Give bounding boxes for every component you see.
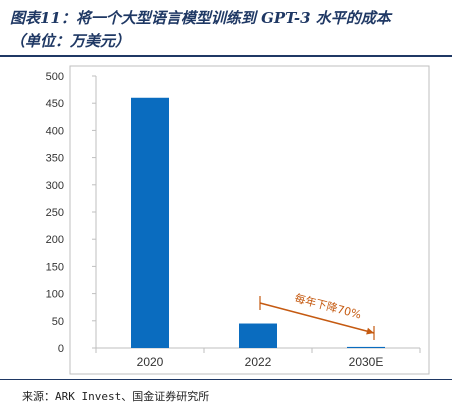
y-tick-label: 500 [46,71,64,83]
chart-subtitle: （单位：万美元） [10,32,131,50]
arrow-line [259,302,375,334]
y-tick-label: 150 [46,261,64,273]
source-note: 来源：ARK Invest、国金证券研究所 [22,390,210,403]
chart-title: 图表11：将一个大型语言模型训练到 GPT-3 水平的成本 [10,9,391,27]
y-axis: 0 50 100 150 200 250 300 350 400 450 500 [46,71,97,355]
trend-annotation: 每年下降70% [259,291,375,340]
y-tick-label: 100 [46,289,64,301]
x-tick-label: 2020 [137,355,164,369]
y-tick-label: 250 [46,207,64,219]
y-tick-label: 350 [46,153,64,165]
top-divider [0,55,452,57]
bottom-divider [0,379,452,380]
y-tick-label: 450 [46,98,64,110]
x-tick-label: 2030E [349,355,384,369]
annotation-label: 每年下降70% [293,291,363,322]
bar-2030E [347,346,385,348]
x-tick-label: 2022 [245,355,272,369]
x-axis: 2020 2022 2030E [95,347,421,369]
y-tick-label: 50 [52,316,64,328]
y-tick-label: 300 [46,180,64,192]
bar-2020 [131,97,169,348]
bar-2022 [239,323,277,348]
arrow-head [366,327,374,335]
bars [131,97,385,348]
plot-frame [69,65,430,375]
y-tick-label: 400 [46,125,64,137]
y-tick-label: 200 [46,234,64,246]
y-tick-label: 0 [58,343,64,355]
